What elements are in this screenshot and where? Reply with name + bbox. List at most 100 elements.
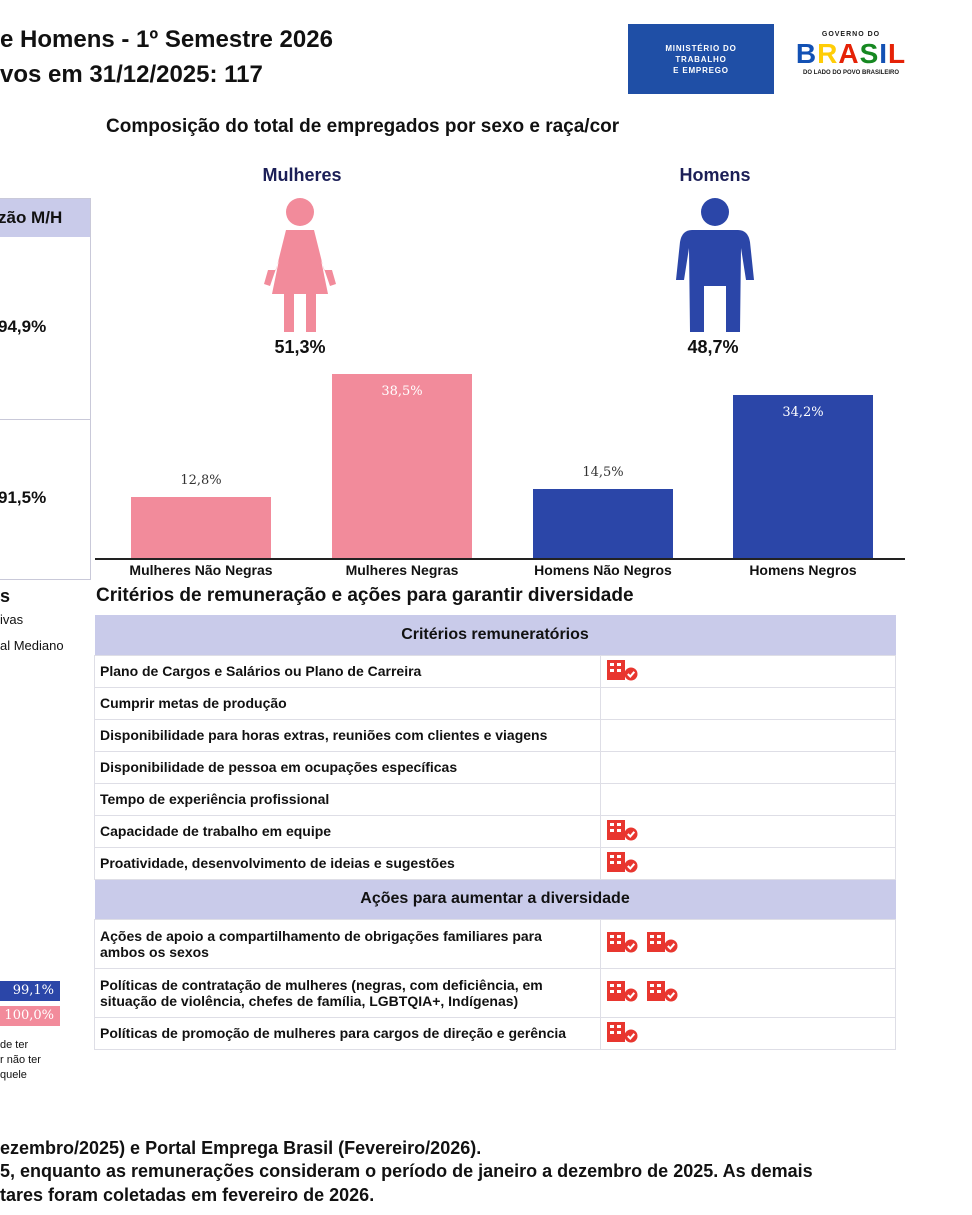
action-row: Ações de apoio a compartilhamento de obr…	[94, 918, 896, 969]
action-label: Ações de apoio a compartilhamento de obr…	[94, 918, 601, 969]
criteria-row: Proatividade, desenvolvimento de ideias …	[94, 846, 896, 880]
chart-category-label: Mulheres Negras	[345, 562, 459, 578]
criteria-table: Critérios remuneratórios Plano de Cargos…	[94, 615, 896, 1050]
men-label: Homens	[679, 165, 751, 185]
building-check-icon	[606, 980, 640, 1005]
criteria-icons-cell	[600, 814, 896, 848]
action-label-line: ambos os sexos	[100, 943, 209, 960]
criteria-icons-cell	[600, 654, 896, 688]
composition-title: Composição do total de empregados por se…	[106, 116, 620, 137]
criteria-icons-cell	[600, 686, 896, 720]
left-note-line: quele	[0, 1069, 27, 1081]
building-check-icon	[606, 819, 640, 844]
criteria-label: Proatividade, desenvolvimento de ideias …	[94, 846, 601, 880]
brasil-letter: A	[838, 38, 860, 69]
criteria-row: Capacidade de trabalho em equipe	[94, 814, 896, 848]
criteria-label: Disponibilidade para horas extras, reuni…	[94, 718, 601, 752]
government-logo-subtitle: DO LADO DO POVO BRASILEIRO	[802, 70, 899, 76]
composition-bar-chart: 12,8% Mulheres Não Negras 38,5% Mulheres Ne…	[0, 0, 972, 600]
criteria-label: Cumprir metas de produção	[94, 686, 601, 720]
action-icons-cell	[600, 918, 896, 969]
chart-category-label: Homens Negros	[749, 562, 857, 578]
women-label: Mulheres	[262, 165, 342, 185]
woman-icon	[264, 198, 336, 332]
brasil-letter: L	[888, 38, 907, 69]
chart-category-label: Homens Não Negros	[534, 562, 672, 578]
criteria-icons-cell	[600, 718, 896, 752]
footer-line2: 5, enquanto as remunerações consideram o…	[0, 1161, 813, 1181]
men-percentage: 48,7%	[687, 337, 739, 357]
action-label-line: Ações de apoio a compartilhamento de obr…	[100, 927, 542, 944]
chart-bar	[533, 488, 673, 558]
action-label: Políticas de contratação de mulheres (ne…	[94, 967, 601, 1018]
brasil-wordmark: BRASIL	[783, 38, 919, 70]
brasil-letter: B	[795, 38, 818, 69]
criteria-label: Disponibilidade de pessoa em ocupações e…	[94, 750, 601, 784]
criteria-icons-cell	[600, 782, 896, 816]
building-check-icon	[606, 931, 640, 956]
criteria-row: Cumprir metas de produção	[94, 686, 896, 720]
page-title-line2: vos em 31/12/2025: 117	[0, 61, 263, 88]
ratio-panel-header: zão M/H	[0, 199, 90, 237]
criteria-label: Tempo de experiência profissional	[94, 782, 601, 816]
brasil-letter: S	[859, 38, 880, 69]
building-check-icon	[606, 659, 640, 684]
chart-data-label: 38,5%	[381, 384, 423, 399]
man-icon	[676, 198, 754, 332]
action-label-line: Políticas de contratação de mulheres (ne…	[100, 976, 543, 993]
ratio-panel: zão M/H 94,9% 91,5%	[0, 198, 91, 580]
women-percentage: 51,3%	[274, 337, 326, 357]
page-title-line1: e Homens - 1º Semestre 2026	[0, 26, 333, 53]
building-check-icon	[606, 1021, 640, 1046]
left-fragment-text: al Mediano	[0, 638, 64, 653]
left-fragment-heading: s	[0, 586, 11, 606]
actions-table-header: Ações para aumentar a diversidade	[94, 879, 896, 919]
action-icons-cell	[600, 967, 896, 1018]
chart-data-label: 34,2%	[782, 404, 824, 420]
criteria-icons-cell	[600, 750, 896, 784]
chart-data-label: 14,5%	[582, 464, 624, 480]
left-badge-blue: 99,1%	[0, 981, 60, 1001]
action-label: Políticas de promoção de mulheres para c…	[94, 1016, 601, 1050]
left-note-line: de ter	[0, 1039, 29, 1051]
building-check-icon	[646, 980, 680, 1005]
footer-line1: ezembro/2025) e Portal Emprega Brasil (F…	[0, 1138, 482, 1158]
chart-bar	[332, 374, 472, 558]
criteria-row: Tempo de experiência profissional	[94, 782, 896, 816]
government-logo: GOVERNO DO BRASIL DO LADO DO POVO BRASIL…	[783, 24, 919, 94]
action-icons-cell	[600, 1016, 896, 1050]
action-row: Políticas de promoção de mulheres para c…	[94, 1016, 896, 1050]
action-label-line: situação de violência, chefes de família…	[100, 992, 519, 1009]
criteria-icons-cell	[600, 846, 896, 880]
criteria-table-header: Critérios remuneratórios	[94, 615, 896, 655]
action-row: Políticas de contratação de mulheres (ne…	[94, 967, 896, 1018]
chart-category-label: Mulheres Não Negras	[129, 562, 273, 578]
chart-data-label: 12,8%	[180, 472, 222, 488]
chart-bar	[131, 496, 271, 558]
ratio-value-1: 94,9%	[0, 317, 47, 336]
government-logo-top: GOVERNO DO	[821, 31, 881, 38]
brasil-letter: R	[817, 38, 839, 69]
action-label-line: Políticas de promoção de mulheres para c…	[100, 1025, 567, 1041]
footer-line3: tares foram coletadas em fevereiro de 20…	[0, 1185, 375, 1205]
criteria-title: Critérios de remuneração e ações para ga…	[96, 585, 634, 606]
criteria-row: Disponibilidade para horas extras, reuni…	[94, 718, 896, 752]
chart-bar	[733, 394, 873, 558]
ministry-logo: MINISTÉRIO DO TRABALHO E EMPREGO	[628, 24, 774, 94]
criteria-row: Plano de Cargos e Salários ou Plano de C…	[94, 654, 896, 688]
brasil-letter: I	[879, 38, 889, 69]
criteria-label: Capacidade de trabalho em equipe	[94, 814, 601, 848]
left-note-line: r não ter	[0, 1054, 41, 1066]
chart-axis	[95, 558, 905, 560]
criteria-row: Disponibilidade de pessoa em ocupações e…	[94, 750, 896, 784]
left-fragment-text: ivas	[0, 612, 24, 627]
criteria-label: Plano de Cargos e Salários ou Plano de C…	[94, 654, 601, 688]
ratio-value-2: 91,5%	[0, 488, 47, 507]
divider	[0, 419, 90, 420]
ministry-logo-line3: E EMPREGO	[673, 65, 729, 75]
building-check-icon	[646, 931, 680, 956]
left-note: de ter r não ter quele	[0, 1038, 41, 1083]
ministry-logo-line2: TRABALHO	[675, 54, 727, 64]
building-check-icon	[606, 851, 640, 876]
ministry-logo-line1: MINISTÉRIO DO	[665, 43, 737, 53]
